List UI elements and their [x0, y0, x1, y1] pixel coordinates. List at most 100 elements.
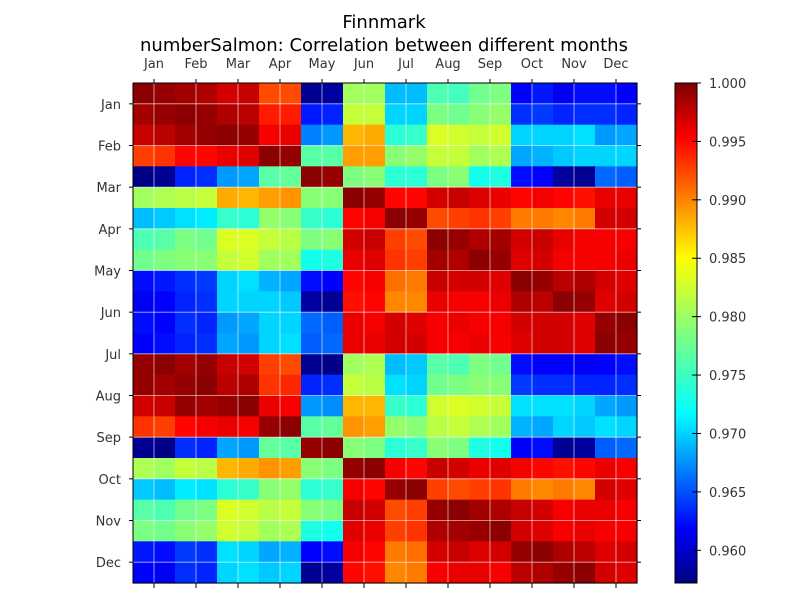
heatmap-cell: [406, 416, 428, 438]
heatmap-cell: [448, 187, 470, 209]
heatmap-cell: [574, 333, 596, 355]
heatmap-cell: [385, 374, 407, 397]
y-tick-label: Jul: [104, 348, 121, 363]
heatmap-cell: [427, 228, 449, 251]
heatmap-cell: [490, 312, 512, 334]
heatmap-cell: [196, 145, 218, 167]
heatmap-cell: [133, 208, 155, 230]
heatmap-cell: [343, 312, 365, 334]
heatmap-cell: [385, 541, 407, 563]
heatmap-cell: [259, 562, 281, 584]
heatmap-cell: [154, 249, 176, 272]
heatmap-cell: [532, 562, 554, 584]
heatmap-cell: [427, 478, 449, 501]
heatmap-cell: [406, 437, 428, 459]
heatmap-cell: [427, 333, 449, 355]
heatmap-cell: [301, 541, 323, 563]
heatmap-cell: [595, 166, 617, 188]
heatmap-cell: [301, 416, 323, 438]
heatmap-cell: [364, 208, 386, 230]
heatmap-cell: [238, 499, 260, 522]
heatmap-cell: [280, 353, 302, 376]
heatmap-cell: [322, 353, 344, 376]
heatmap-cell: [490, 291, 512, 313]
heatmap-cell: [532, 353, 554, 376]
heatmap-cell: [238, 437, 260, 459]
heatmap-cell: [469, 499, 491, 522]
x-tick-label: Feb: [184, 57, 207, 72]
heatmap-cell: [406, 145, 428, 167]
heatmap-cell: [427, 562, 449, 584]
heatmap-cell: [238, 270, 260, 292]
heatmap-cell: [574, 187, 596, 209]
heatmap-cell: [595, 333, 617, 355]
heatmap-cell: [259, 520, 281, 542]
heatmap-cell: [595, 374, 617, 397]
x-tick-label: Jul: [397, 57, 414, 72]
heatmap-cell: [511, 520, 533, 542]
heatmap-cell: [616, 499, 638, 522]
y-tick-label: Apr: [99, 223, 122, 238]
chart-title: Finnmark: [342, 12, 426, 33]
heatmap-cell: [574, 353, 596, 376]
heatmap-cell: [133, 103, 155, 126]
heatmap-cell: [595, 395, 617, 417]
heatmap-cell: [406, 208, 428, 230]
heatmap-cell: [532, 145, 554, 167]
heatmap-cell: [469, 333, 491, 355]
plot-frame: [132, 82, 638, 584]
heatmap-cell: [196, 124, 218, 147]
heatmap-cell: [133, 374, 155, 397]
heatmap-cell: [175, 478, 197, 501]
heatmap-cell: [343, 478, 365, 501]
heatmap-cell: [553, 270, 575, 292]
heatmap-cell: [259, 416, 281, 438]
heatmap-cell: [490, 374, 512, 397]
heatmap-cell: [133, 499, 155, 522]
heatmap-gridlines: [133, 83, 637, 583]
heatmap-cell: [595, 437, 617, 459]
heatmap-cell: [532, 124, 554, 147]
heatmap-cell: [238, 145, 260, 167]
heatmap-cell: [280, 416, 302, 438]
heatmap-cell: [280, 312, 302, 334]
heatmap-cell: [301, 478, 323, 501]
heatmap-cell: [595, 541, 617, 563]
heatmap-cell: [133, 416, 155, 438]
heatmap-cell: [490, 124, 512, 147]
heatmap-cell: [511, 333, 533, 355]
heatmap-cell: [595, 499, 617, 522]
heatmap-cell: [448, 353, 470, 376]
heatmap-cell: [175, 541, 197, 563]
heatmap-cell: [238, 520, 260, 542]
heatmap-cell: [595, 312, 617, 334]
heatmap-cell: [406, 353, 428, 376]
heatmap-cell: [343, 416, 365, 438]
heatmap-cell: [385, 458, 407, 480]
heatmap-cell: [280, 478, 302, 501]
heatmap-cell: [322, 520, 344, 542]
heatmap-cell: [280, 124, 302, 147]
heatmap-cell: [343, 249, 365, 272]
heatmap-cell: [322, 187, 344, 209]
heatmap-cell: [175, 437, 197, 459]
heatmap-cell: [448, 312, 470, 334]
heatmap-cell: [154, 562, 176, 584]
heatmap-cell: [448, 395, 470, 417]
heatmap-cell: [406, 312, 428, 334]
heatmap-cell: [301, 437, 323, 459]
heatmap-cell: [385, 249, 407, 272]
heatmap-cell: [469, 374, 491, 397]
heatmap-cell: [490, 83, 512, 105]
heatmap-cell: [259, 312, 281, 334]
heatmap-cell: [259, 228, 281, 251]
heatmap-cell: [385, 437, 407, 459]
heatmap-cell: [427, 541, 449, 563]
heatmap-cell: [364, 395, 386, 417]
heatmap-cell: [301, 187, 323, 209]
heatmap-cell: [574, 83, 596, 105]
heatmap-cell: [553, 291, 575, 313]
heatmap-cell: [301, 208, 323, 230]
heatmap-cell: [154, 103, 176, 126]
heatmap-cell: [490, 208, 512, 230]
